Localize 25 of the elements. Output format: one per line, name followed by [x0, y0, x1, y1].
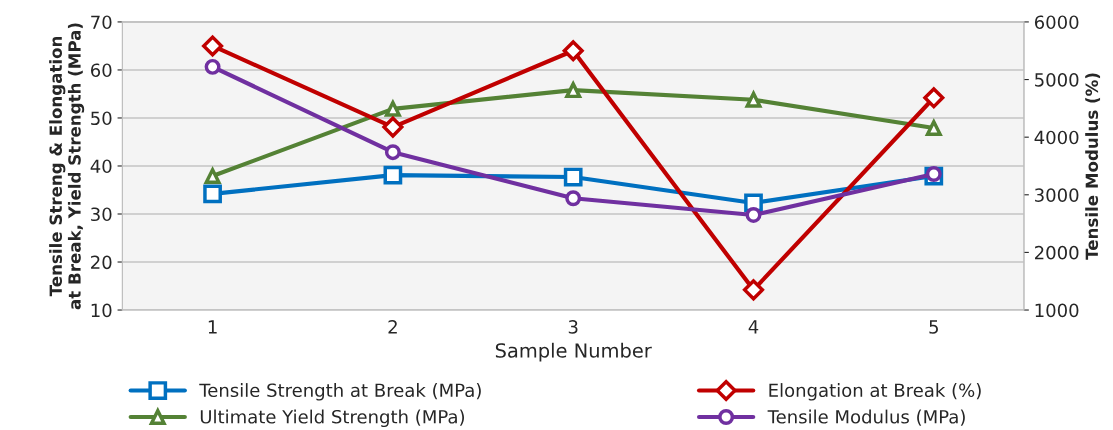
x-tick-label: 3 — [568, 320, 578, 334]
y-tick-label: 60 — [90, 63, 112, 78]
y2-axis-title: Tensile Modulus (%) — [1085, 73, 1101, 260]
y2-tick-label: 6000 — [1034, 15, 1079, 30]
x-tick-label: 4 — [748, 320, 759, 334]
legend-label: Tensile Modulus (MPa) — [767, 409, 965, 426]
y-tick-label: 50 — [91, 111, 112, 126]
y2-tick-label: 3000 — [1035, 188, 1079, 202]
y-tick-label: 30 — [91, 207, 112, 222]
x-axis-title: Sample Number — [495, 342, 652, 362]
legend-label: Ultimate Yield Strength (MPa) — [200, 409, 464, 428]
y-axis-title: Tensile Streng & Elongation at Break, Yield Strength (MPa) — [49, 23, 85, 310]
y2-tick-label: 2000 — [1035, 245, 1079, 260]
y-tick-label: 20 — [91, 255, 112, 270]
x-tick-label: 2 — [388, 320, 397, 334]
y-tick-label: 70 — [91, 15, 112, 30]
y-tick-label: 40 — [90, 159, 112, 174]
legend-label: Elongation at Break (%) — [769, 383, 981, 401]
y2-tick-label: 5000 — [1035, 73, 1079, 87]
y-tick-label: 10 — [91, 303, 112, 318]
y2-tick-label: 1000 — [1035, 303, 1079, 318]
legend-label: Tensile Strength at Break (MPa) — [199, 383, 481, 401]
x-tick-label: 1 — [208, 320, 217, 334]
x-tick-label: 5 — [929, 320, 938, 334]
y2-tick-label: 4000 — [1034, 130, 1079, 145]
